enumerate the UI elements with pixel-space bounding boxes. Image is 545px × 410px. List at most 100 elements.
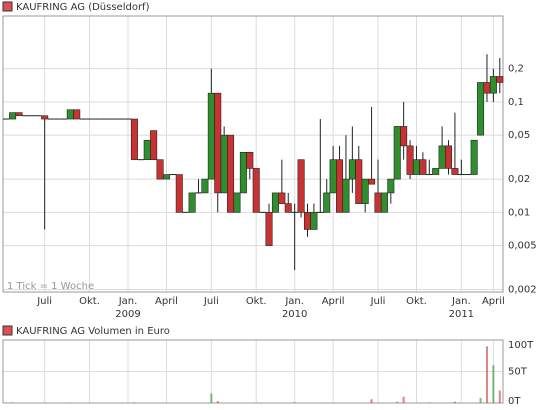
- candle-body: [47, 118, 55, 120]
- candle-body: [162, 174, 170, 180]
- x-tick-label: Jan.: [451, 296, 471, 307]
- candle-body: [406, 145, 414, 175]
- plot-frame: [2, 339, 504, 404]
- candle-body: [92, 118, 100, 120]
- candle-body: [15, 112, 23, 117]
- candle-body: [451, 168, 459, 175]
- x-year-label: 2009: [115, 309, 140, 320]
- candle-body: [124, 118, 132, 120]
- candle-body: [419, 159, 427, 175]
- volume-bar: [485, 346, 488, 403]
- candle-body: [496, 76, 504, 83]
- candle-body: [368, 178, 376, 185]
- y-tick-label: 0,01: [508, 207, 530, 218]
- volume-bar: [210, 393, 213, 403]
- y-tick-label: 0T: [508, 396, 521, 407]
- candle-body: [207, 92, 215, 180]
- candle-body: [329, 159, 337, 194]
- candle-body: [380, 192, 388, 213]
- legend-swatch: [2, 1, 13, 12]
- y-tick-label: 0,005: [508, 241, 537, 252]
- candle-body: [137, 159, 145, 161]
- y-tick-label: 0,02: [508, 174, 530, 185]
- volume-bar: [498, 390, 501, 403]
- y-tick-label: 0,05: [508, 130, 530, 141]
- candle-body: [348, 159, 356, 180]
- candle-body: [297, 159, 305, 213]
- x-tick-label: Okt.: [79, 296, 100, 307]
- volume-bar: [492, 365, 495, 403]
- candle-body: [426, 174, 433, 176]
- y-tick-label: 0,2: [508, 64, 524, 75]
- candle-body: [66, 109, 74, 120]
- candle-body: [317, 211, 324, 213]
- candle-body: [150, 130, 158, 160]
- candle-body: [445, 145, 453, 169]
- candle-body: [28, 115, 36, 117]
- candle-body: [361, 178, 369, 204]
- x-tick-label: April: [482, 296, 505, 307]
- candle-body: [9, 112, 17, 120]
- candle-body: [22, 115, 29, 117]
- plot-frame: [2, 15, 504, 293]
- candle-body: [214, 92, 222, 194]
- candle-body: [252, 168, 260, 213]
- candle-body: [400, 126, 408, 147]
- candle-body: [387, 178, 395, 194]
- candle-body: [246, 151, 254, 169]
- candle-body: [201, 178, 209, 194]
- x-tick-label: Jan.: [284, 296, 304, 307]
- candle-body: [278, 192, 286, 204]
- candle-body: [188, 192, 196, 213]
- candle-body: [489, 76, 497, 94]
- candle-body: [239, 151, 247, 194]
- candle-body: [355, 159, 363, 204]
- candle-body: [284, 203, 292, 213]
- candle-body: [60, 118, 68, 120]
- candle-body: [271, 192, 279, 213]
- x-tick-label: April: [322, 296, 345, 307]
- candle-body: [458, 174, 465, 176]
- candle-body: [259, 211, 266, 213]
- candle-body: [79, 118, 87, 120]
- y-tick-label: 0,1: [508, 97, 524, 108]
- candle-body: [233, 192, 241, 213]
- candle-body: [111, 118, 119, 120]
- chart-title: KAUFRING AG (Düsseldorf): [16, 2, 150, 13]
- candle-body: [323, 192, 331, 213]
- candle-body: [336, 159, 344, 213]
- x-tick-label: April: [155, 296, 178, 307]
- candle-body: [99, 118, 106, 120]
- candle-body: [118, 118, 125, 120]
- candle-body: [105, 118, 112, 120]
- candle-body: [220, 134, 228, 194]
- x-tick-label: Okt.: [246, 296, 267, 307]
- candle-body: [342, 178, 350, 213]
- candle-body: [438, 145, 446, 169]
- candle-body: [182, 211, 189, 213]
- candle-body: [169, 174, 177, 176]
- candle-body: [195, 192, 202, 194]
- candle-body: [54, 118, 61, 120]
- volume-bar: [453, 401, 456, 403]
- x-tick-label: Okt.: [406, 296, 427, 307]
- y-tick-label: 0,002: [508, 285, 537, 296]
- x-tick-label: Juli: [36, 296, 52, 307]
- candle-body: [156, 159, 164, 180]
- candle-body: [432, 168, 440, 175]
- candle-body: [470, 139, 478, 175]
- x-tick-label: Juli: [370, 296, 386, 307]
- legend-swatch: [2, 325, 13, 336]
- candle-body: [291, 211, 298, 213]
- x-year-label: 2011: [449, 309, 474, 320]
- y-tick-label: 50T: [508, 367, 528, 378]
- candle-body: [143, 139, 151, 160]
- volume-bar: [479, 397, 482, 403]
- candle-body: [227, 134, 235, 213]
- candle-body: [175, 174, 183, 213]
- candle-body: [310, 212, 318, 230]
- candle-body: [86, 118, 93, 120]
- candle-body: [265, 212, 273, 246]
